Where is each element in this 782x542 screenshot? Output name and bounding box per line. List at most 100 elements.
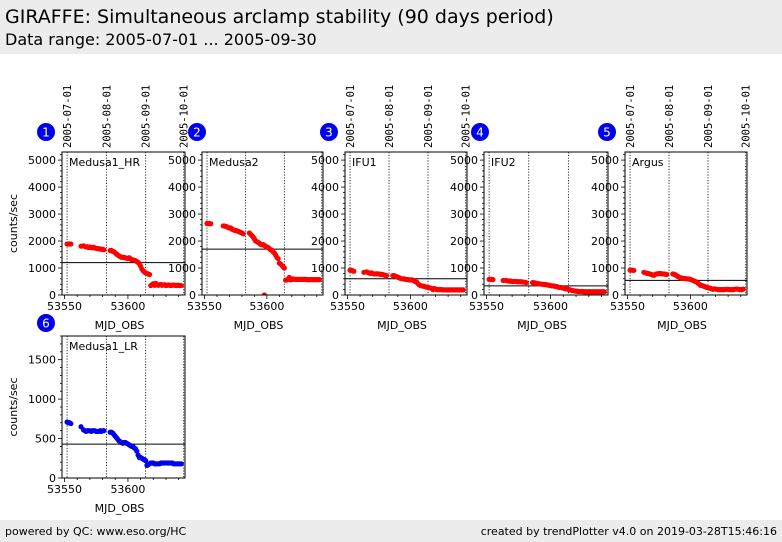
data-point — [101, 428, 107, 434]
data-point — [101, 247, 107, 253]
y-tick-label: 0 — [189, 289, 196, 302]
y-tick-label: 5000 — [591, 154, 619, 167]
x-tick-label: 53600 — [249, 300, 284, 313]
x-axis-label: MJD_OBS — [657, 319, 707, 332]
data-point — [601, 289, 607, 295]
date-marker-label: 2005-09-01 — [423, 85, 435, 148]
panel-argus: 2005-07-01 2005-08-01 2005-09-01 2005-10-01… — [591, 85, 753, 332]
x-tick-label: 53600 — [673, 300, 708, 313]
panel-medusa1_hr: 2005-07-01 2005-08-01 2005-09-01 2005-10-01… — [7, 85, 191, 332]
y-tick-label: 2000 — [28, 235, 56, 248]
page-title: GIRAFFE: Simultaneous arclamp stability … — [5, 6, 554, 28]
y-tick-label: 0 — [332, 289, 339, 302]
data-point — [134, 448, 140, 454]
data-points — [627, 267, 746, 293]
panel-number-badge — [471, 123, 489, 141]
plot-frame — [61, 335, 186, 479]
x-tick-label: 53550 — [469, 300, 504, 313]
data-point — [178, 461, 184, 467]
panel-number: 1 — [42, 126, 50, 140]
x-tick-label: 53550 — [187, 300, 222, 313]
powered-by-text: powered by QC: www.eso.org/HC — [5, 525, 187, 538]
panel-label: Medusa1_LR — [69, 340, 138, 353]
data-point — [261, 292, 267, 295]
panel-number-badge — [188, 123, 206, 141]
date-marker-label: 2005-10-01 — [461, 85, 473, 148]
data-point — [316, 277, 322, 283]
panel-number: 6 — [42, 317, 50, 331]
created-by-text: created by trendPlotter v4.0 on 2019-03-… — [480, 525, 777, 538]
data-point — [146, 271, 153, 278]
plot-frame — [61, 151, 186, 296]
date-marker-label: 2005-08-01 — [664, 85, 676, 148]
y-tick-label: 3000 — [591, 208, 619, 221]
x-tick-label: 53550 — [330, 300, 365, 313]
y-tick-label: 4000 — [168, 181, 196, 194]
y-tick-label: 2000 — [168, 235, 196, 248]
panel-medusa2: 0 1000 2000 3000 4000 5000 53550 53600 MJD_OBS Me… — [168, 123, 324, 332]
y-tick-label: 1000 — [168, 262, 196, 275]
x-tick-label: 53600 — [533, 300, 568, 313]
y-tick-label: 4000 — [450, 181, 478, 194]
panel-number-badge — [320, 123, 338, 141]
report-footer: powered by QC: www.eso.org/HC created by… — [0, 520, 782, 542]
data-points — [347, 267, 466, 293]
data-point — [631, 267, 637, 274]
x-axis-label: MJD_OBS — [517, 319, 567, 332]
data-point — [281, 265, 287, 271]
panel-ifu1: 2005-07-01 2005-08-01 2005-09-01 2005-10-01… — [311, 85, 473, 332]
y-tick-label: 5000 — [168, 154, 196, 167]
date-marker-label: 2005-10-01 — [179, 85, 191, 148]
x-tick-label: 53550 — [47, 483, 82, 496]
panel-label: Medusa1_HR — [69, 156, 140, 169]
panel-ifu2: 0 1000 2000 3000 4000 5000 53550 53600 MJD_OBS IF… — [450, 123, 609, 332]
panel-number: 4 — [476, 126, 484, 140]
y-tick-label: 1000 — [450, 262, 478, 275]
y-tick-label: 1000 — [311, 262, 339, 275]
panel-number-badge — [37, 314, 55, 332]
date-marker-label: 2005-08-01 — [384, 85, 396, 148]
plot-frame — [201, 151, 324, 296]
data-point — [351, 268, 357, 274]
panel-number-badge — [598, 123, 616, 141]
data-range-subtitle: Data range: 2005-07-01 ... 2005-09-30 — [5, 30, 317, 49]
y-axis-label: counts/sec — [7, 377, 20, 436]
data-point — [663, 271, 670, 278]
y-tick-label: 0 — [612, 289, 619, 302]
panel-label: Argus — [632, 156, 664, 169]
y-axis-label: counts/sec — [7, 194, 20, 253]
date-marker-label: 2005-09-01 — [703, 85, 715, 148]
data-points — [64, 419, 184, 468]
x-axis-label: MJD_OBS — [95, 319, 145, 332]
panel-label: Medusa2 — [209, 156, 259, 169]
plot-frame — [483, 151, 609, 296]
trend-plots: 2005-07-01 2005-08-01 2005-09-01 2005-10-01… — [7, 85, 753, 515]
y-tick-label: 3000 — [311, 208, 339, 221]
data-points — [486, 276, 607, 295]
data-points — [64, 241, 184, 289]
data-point — [490, 277, 496, 283]
y-tick-label: 4000 — [28, 181, 56, 194]
data-point — [240, 231, 246, 237]
panel-number: 5 — [603, 126, 611, 140]
data-point — [68, 241, 74, 247]
y-tick-label: 5000 — [450, 154, 478, 167]
y-tick-label: 3000 — [450, 208, 478, 221]
y-tick-label: 500 — [35, 433, 56, 446]
y-tick-label: 2000 — [450, 235, 478, 248]
x-tick-label: 53600 — [393, 300, 428, 313]
data-point — [275, 255, 281, 262]
y-tick-label: 2000 — [311, 235, 339, 248]
y-tick-label: 3000 — [28, 208, 56, 221]
date-marker-label: 2005-08-01 — [101, 85, 113, 148]
y-tick-label: 0 — [49, 289, 56, 302]
x-tick-label: 53600 — [110, 483, 145, 496]
x-axis-label: MJD_OBS — [95, 502, 145, 515]
plot-frame — [344, 151, 468, 296]
y-tick-label: 2000 — [591, 235, 619, 248]
x-tick-label: 53550 — [47, 300, 82, 313]
data-point — [208, 221, 214, 227]
y-tick-label: 4000 — [311, 181, 339, 194]
x-tick-label: 53550 — [610, 300, 645, 313]
data-point — [143, 458, 149, 464]
